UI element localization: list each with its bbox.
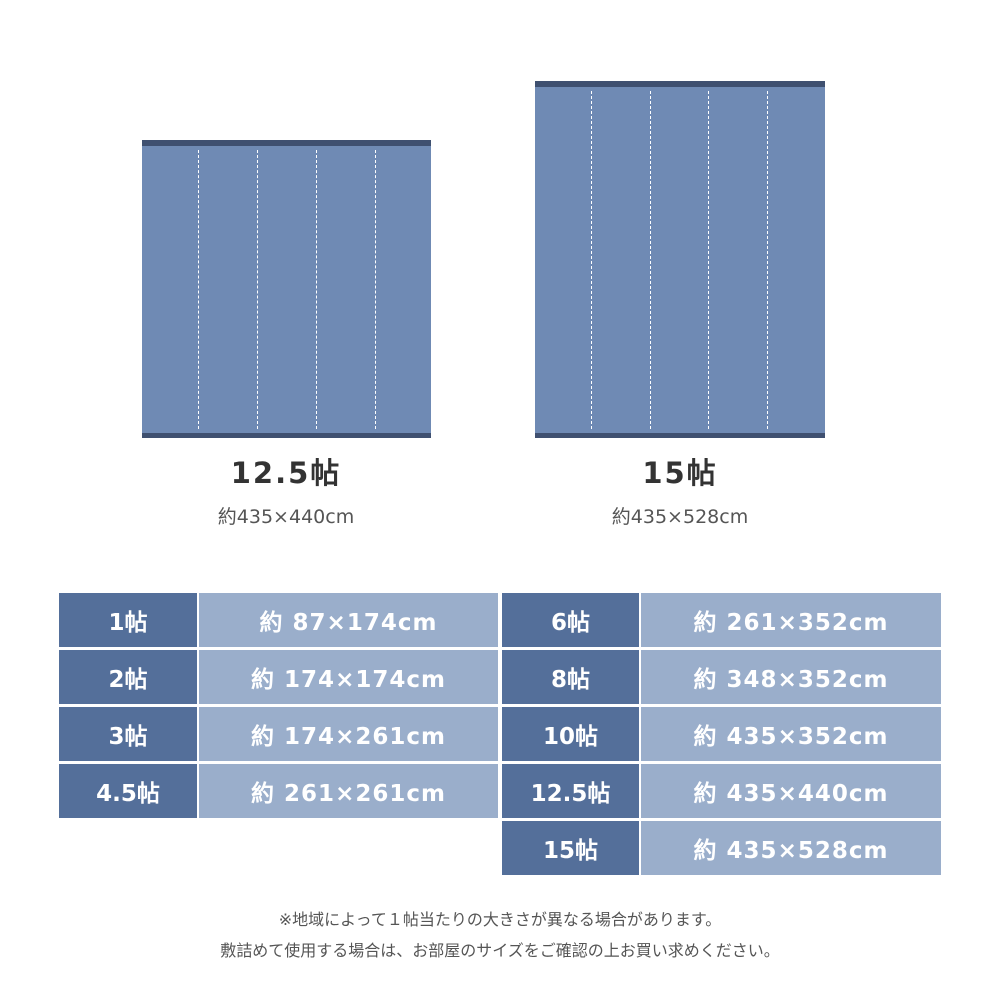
dimension-cell: 約 261×352cm [641, 593, 941, 647]
seam-line [591, 91, 592, 429]
rug-dimensions: 約435×440cm [217, 506, 355, 528]
size-cell: 8帖 [502, 650, 639, 704]
size-cell: 1帖 [59, 593, 197, 647]
rug-title: 15帖 [642, 456, 718, 490]
dimension-cell: 約 435×528cm [641, 821, 941, 875]
dimension-cell: 約 174×174cm [199, 650, 498, 704]
rug-title: 12.5帖 [230, 456, 342, 490]
size-cell: 10帖 [502, 707, 639, 761]
dimension-cell: 約 348×352cm [641, 650, 941, 704]
seam-line [708, 91, 709, 429]
rug-dimensions: 約435×528cm [611, 506, 749, 528]
size-cell: 12.5帖 [502, 764, 639, 818]
seam-line [375, 150, 376, 429]
dimension-cell: 約 261×261cm [199, 764, 498, 818]
note-line: 敷詰めて使用する場合は、お部屋のサイズをご確認の上お買い求めください。 [220, 941, 780, 960]
dimension-cell: 約 87×174cm [199, 593, 498, 647]
size-cell: 4.5帖 [59, 764, 197, 818]
seam-line [257, 150, 258, 429]
seam-line [767, 91, 768, 429]
size-cell: 15帖 [502, 821, 639, 875]
size-cell: 2帖 [59, 650, 197, 704]
dimension-cell: 約 435×440cm [641, 764, 941, 818]
seam-line [198, 150, 199, 429]
size-cell: 6帖 [502, 593, 639, 647]
dimension-cell: 約 435×352cm [641, 707, 941, 761]
rug-illustration-12-5 [142, 140, 431, 438]
seam-line [316, 150, 317, 429]
rug-illustration-15 [535, 81, 825, 438]
note-line: ※地域によって１帖当たりの大きさが異なる場合があります。 [278, 910, 722, 929]
size-cell: 3帖 [59, 707, 197, 761]
seam-line [650, 91, 651, 429]
dimension-cell: 約 174×261cm [199, 707, 498, 761]
